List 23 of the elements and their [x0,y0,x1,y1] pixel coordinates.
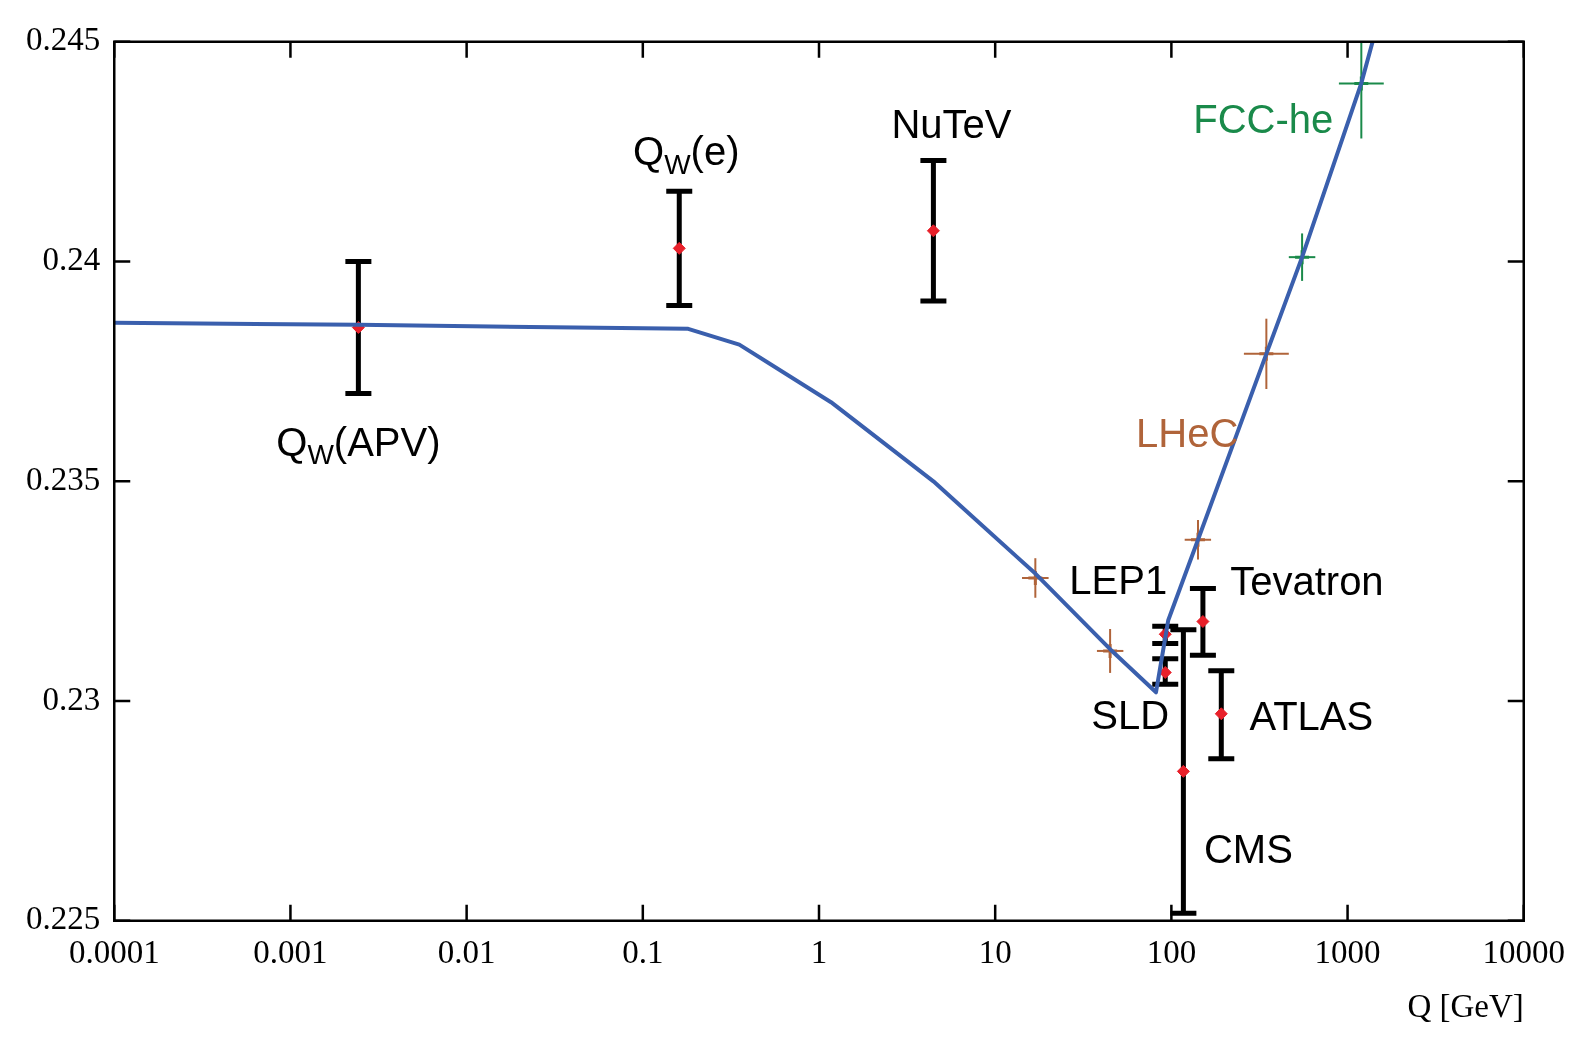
x-axis-title: Q [GeV] [1407,987,1524,1024]
y-tick-label: 0.24 [42,241,101,278]
annotation: Tevatron [1230,558,1384,603]
x-tick-label: 0.0001 [68,934,160,971]
x-tick-label: 10 [978,934,1012,971]
series-label: FCC-he [1193,96,1334,141]
y-tick-label: 0.225 [26,900,101,937]
annotation: LEP1 [1069,558,1168,603]
annotation: ATLAS [1249,693,1374,738]
x-tick-label: 0.001 [253,934,328,971]
x-tick-label: 100 [1146,934,1197,971]
y-tick-label: 0.235 [26,460,101,497]
y-tick-label: 0.245 [26,21,101,58]
annotation: NuTeV [891,101,1012,146]
y-tick-label: 0.23 [42,680,101,717]
x-tick-label: 10000 [1482,934,1565,971]
x-tick-label: 1000 [1314,934,1381,971]
annotation: SLD [1091,692,1170,737]
x-tick-label: 0.01 [437,934,496,971]
annotation: CMS [1203,827,1293,872]
x-tick-label: 0.1 [622,934,664,971]
x-tick-label: 1 [810,934,828,971]
series-label: LHeC [1136,410,1239,455]
